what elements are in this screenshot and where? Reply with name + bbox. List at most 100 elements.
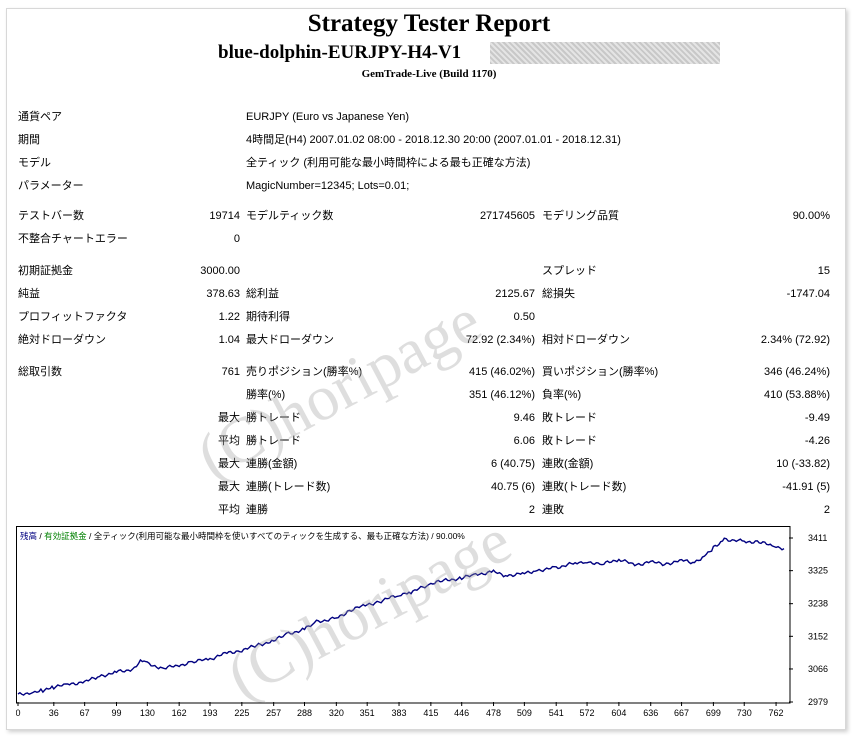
- report-title: Strategy Tester Report: [307, 10, 551, 37]
- loss-label: 負率(%): [542, 389, 582, 401]
- gross-profit-value: 2125.67: [495, 288, 535, 300]
- build-info: GemTrade-Live (Build 1170): [361, 68, 497, 80]
- x-tick-label: 351: [360, 708, 375, 718]
- cons-loss-count-label: 連敗(トレード数): [542, 481, 627, 493]
- x-tick-label: 320: [329, 708, 344, 718]
- abs-dd-label: 絶対ドローダウン: [18, 334, 106, 346]
- avg-word-2: 平均: [218, 504, 240, 516]
- quality-value: 90.00%: [792, 210, 830, 222]
- legend-model: 全ティック(利用可能な最小時間枠を使いすべてのティックを生成する、最も正確な方法…: [93, 531, 429, 541]
- legend-sep-1: /: [37, 531, 45, 541]
- rel-dd-value: 2.34% (72.92): [760, 334, 830, 346]
- x-tick-label: 730: [737, 708, 752, 718]
- avg-cons-win-label: 連勝: [246, 504, 268, 516]
- x-tick-label: 36: [49, 708, 59, 718]
- balance-line: [17, 537, 785, 696]
- mismatch-value: 0: [233, 233, 240, 245]
- x-tick-label: 130: [140, 708, 155, 718]
- bars-value: 19714: [209, 210, 240, 222]
- avg-loss-value: -4.26: [804, 435, 830, 447]
- legend-sep-2: /: [86, 531, 94, 541]
- payoff-value: 0.50: [513, 311, 535, 323]
- spread-value: 15: [817, 265, 830, 277]
- max-dd-value: 72.92 (2.34%): [465, 334, 535, 346]
- win-label: 勝率(%): [246, 389, 286, 401]
- deposit-label: 初期証拠金: [18, 265, 73, 277]
- x-tick-label: 257: [266, 708, 281, 718]
- max-dd-label: 最大ドローダウン: [246, 334, 334, 346]
- info-label-model: モデル: [18, 157, 51, 169]
- x-tick-label: 415: [423, 708, 438, 718]
- x-tick-label: 636: [643, 708, 658, 718]
- info-label-symbol: 通貨ペア: [18, 111, 62, 123]
- balance-chart-svg: 3411 3325 3238 3152 3066 2979 0 36 67 99 130 162 193…: [16, 526, 828, 718]
- x-tick-label: 604: [611, 708, 626, 718]
- deposit-value: 3000.00: [200, 265, 240, 277]
- info-value-symbol: EURJPY (Euro vs Japanese Yen): [246, 111, 410, 123]
- cons-win-money-value: 6 (40.75): [490, 458, 535, 470]
- x-tick-label: 288: [297, 708, 312, 718]
- cons-win-count-label: 連勝(トレード数): [246, 481, 331, 493]
- net-value: 378.63: [206, 288, 240, 300]
- x-tick-label: 478: [486, 708, 501, 718]
- info-label-period: 期間: [18, 134, 40, 146]
- x-tick-label: 0: [16, 708, 21, 718]
- redacted-area: [490, 42, 720, 64]
- max-word-2: 最大: [218, 458, 240, 470]
- y-tick-label: 3411: [808, 533, 827, 543]
- rel-dd-label: 相対ドローダウン: [542, 334, 630, 346]
- pf-label: プロフィットファクタ: [18, 311, 128, 323]
- abs-dd-value: 1.04: [218, 334, 240, 346]
- gross-loss-value: -1747.04: [786, 288, 830, 300]
- max-word-3: 最大: [218, 481, 240, 493]
- y-tick-label: 3066: [808, 664, 828, 674]
- cons-win-money-label: 連勝(金額): [246, 458, 298, 470]
- ticks-value: 271745605: [479, 210, 535, 222]
- avg-word-1: 平均: [218, 435, 240, 447]
- x-tick-label: 446: [454, 708, 469, 718]
- x-tick-label: 762: [769, 708, 784, 718]
- cons-win-count-value: 40.75 (6): [490, 481, 535, 493]
- loss-value: 410 (53.88%): [763, 389, 830, 401]
- x-tick-label: 509: [517, 708, 532, 718]
- avg-cons-loss-value: 2: [823, 504, 830, 516]
- largest-loss-value: -9.49: [804, 412, 830, 424]
- avg-win-label: 勝トレード: [246, 435, 301, 447]
- long-value: 346 (46.24%): [763, 366, 830, 378]
- spread-label: スプレッド: [542, 265, 597, 277]
- chart-legend: 残高 / 有効証拠金 / 全ティック(利用可能な最小時間枠を使いすべてのティック…: [20, 530, 465, 542]
- x-tick-label: 193: [202, 708, 217, 718]
- x-tick-label: 225: [234, 708, 249, 718]
- avg-win-value: 6.06: [513, 435, 535, 447]
- avg-loss-label: 敗トレード: [542, 435, 597, 447]
- legend-sep-3: /: [428, 531, 437, 541]
- largest-loss-label: 敗トレード: [542, 412, 597, 424]
- short-value: 415 (46.02%): [468, 366, 535, 378]
- trades-value: 761: [221, 366, 240, 378]
- x-tick-label: 667: [674, 708, 689, 718]
- avg-cons-win-value: 2: [528, 504, 535, 516]
- avg-cons-loss-label: 連敗: [542, 504, 564, 516]
- gross-loss-label: 総損失: [542, 288, 575, 300]
- x-tick-label: 572: [580, 708, 595, 718]
- largest-win-value: 9.46: [513, 412, 535, 424]
- plot-border: [16, 526, 791, 704]
- y-tick-label: 2979: [808, 697, 828, 707]
- x-tick-label: 162: [172, 708, 187, 718]
- short-label: 売りポジション(勝率%): [246, 366, 363, 378]
- x-tick-label: 383: [392, 708, 407, 718]
- x-tick-label: 699: [706, 708, 721, 718]
- long-label: 買いポジション(勝率%): [542, 366, 659, 378]
- trades-label: 総取引数: [18, 366, 62, 378]
- bars-label: テストバー数: [18, 210, 84, 222]
- mismatch-label: 不整合チャートエラー: [18, 233, 128, 245]
- ea-name: blue-dolphin-EURJPY-H4-V1: [218, 42, 462, 63]
- info-value-period: 4時間足(H4) 2007.01.02 08:00 - 2018.12.30 2…: [246, 134, 621, 146]
- legend-equity: 有効証拠金: [44, 531, 87, 541]
- cons-loss-money-value: 10 (-33.82): [776, 458, 830, 470]
- x-tick-label: 541: [549, 708, 564, 718]
- pf-value: 1.22: [218, 311, 240, 323]
- info-label-params: パラメーター: [18, 180, 84, 192]
- y-tick-label: 3152: [808, 631, 828, 641]
- win-value: 351 (46.12%): [468, 389, 535, 401]
